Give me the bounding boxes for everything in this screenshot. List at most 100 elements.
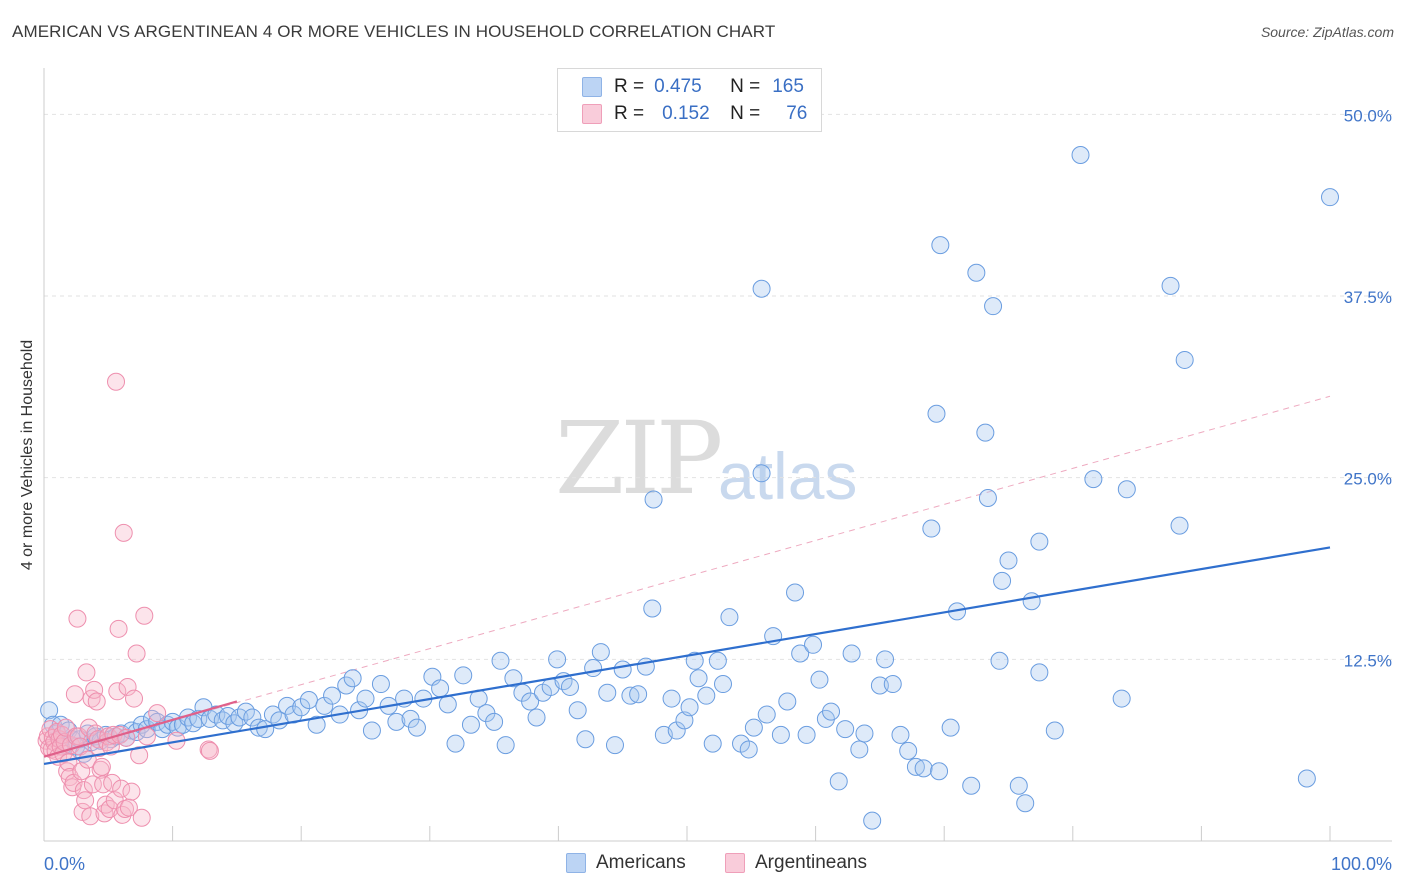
american-point	[771, 725, 790, 744]
bottom-legend-label-americans: Americans	[596, 852, 686, 873]
y-tick-label: 12.5%	[1344, 651, 1392, 670]
american-point	[1170, 516, 1189, 535]
argentinean-point	[83, 775, 102, 794]
argentinean-point	[85, 680, 104, 699]
y-tick-label: 37.5%	[1344, 288, 1392, 307]
argentinean-point	[119, 798, 138, 817]
american-point	[629, 685, 648, 704]
legend-r-label: R =	[614, 103, 645, 124]
american-point	[1084, 470, 1103, 489]
argentinean-point	[87, 692, 106, 711]
american-point	[927, 404, 946, 423]
american-point	[1030, 532, 1049, 551]
argentinean-point	[94, 775, 113, 794]
american-point	[605, 736, 624, 755]
american-point	[362, 721, 381, 740]
american-point	[1112, 689, 1131, 708]
american-point	[485, 712, 504, 731]
bottom-swatch-americans	[566, 853, 586, 873]
legend-r-value: 0.475	[654, 76, 702, 97]
american-point	[337, 676, 356, 695]
american-point	[931, 236, 950, 255]
argentinean-point	[130, 746, 149, 765]
american-point	[922, 519, 941, 538]
american-point	[1117, 480, 1136, 499]
argentinean-point	[81, 807, 100, 826]
american-point	[643, 599, 662, 618]
watermark-zip: ZIP	[555, 400, 723, 517]
stats-legend: R = 0.475 N = 165 R = 0.152 N = 76	[557, 68, 822, 132]
american-point	[576, 730, 595, 749]
american-point	[778, 692, 797, 711]
american-point	[876, 650, 895, 669]
american-point	[560, 677, 579, 696]
american-point	[548, 650, 567, 669]
argentinean-point	[91, 760, 110, 779]
american-point	[752, 279, 771, 298]
american-point	[644, 490, 663, 509]
american-point	[496, 736, 515, 755]
american-point	[461, 715, 480, 734]
x-tick-label-min: 0.0%	[44, 854, 85, 874]
american-point	[822, 702, 841, 721]
argentinean-point	[118, 677, 137, 696]
legend-n-value: 165	[772, 76, 804, 97]
american-point	[962, 776, 981, 795]
american-point	[906, 757, 925, 776]
american-point	[842, 644, 861, 663]
american-point	[891, 725, 910, 744]
argentinean-point	[112, 779, 131, 798]
y-tick-label: 50.0%	[1344, 106, 1392, 125]
american-point	[431, 679, 450, 698]
american-point	[680, 698, 699, 717]
argentinean-point	[65, 685, 84, 704]
american-point	[836, 720, 855, 739]
american-point	[438, 695, 457, 714]
american-point	[863, 811, 882, 830]
american-point	[1161, 276, 1180, 295]
american-point	[292, 698, 311, 717]
american-point	[689, 669, 708, 688]
american-point	[1022, 592, 1041, 611]
american-point	[315, 696, 334, 715]
source-label: Source: ZipAtlas.com	[1260, 24, 1394, 40]
argentineans-trend-line	[43, 700, 238, 758]
american-point	[613, 660, 632, 679]
american-point	[883, 675, 902, 694]
argentinean-point	[199, 740, 218, 759]
american-point	[870, 676, 889, 695]
argentinean-point	[109, 619, 128, 638]
argentinean-point	[103, 773, 122, 792]
american-point	[387, 712, 406, 731]
american-point	[454, 666, 473, 685]
american-point	[521, 692, 540, 711]
american-point	[598, 683, 617, 702]
y-tick-label: 25.0%	[1344, 470, 1392, 489]
american-point	[810, 670, 829, 689]
american-point	[739, 740, 758, 759]
legend-n-label: N =	[730, 103, 761, 124]
american-point	[976, 423, 995, 442]
american-point	[662, 689, 681, 708]
american-point	[218, 707, 237, 726]
american-point	[504, 669, 523, 688]
legend-n-label: N =	[730, 76, 761, 97]
american-point	[343, 669, 362, 688]
american-point	[757, 705, 776, 724]
american-point	[990, 651, 1009, 670]
legend-row-argentineans: R = 0.152 N = 76	[582, 102, 807, 126]
american-point	[829, 772, 848, 791]
american-point	[621, 686, 640, 705]
american-point	[850, 740, 869, 759]
american-point	[714, 675, 733, 694]
american-point	[371, 675, 390, 694]
american-point	[797, 725, 816, 744]
american-point	[786, 583, 805, 602]
legend-swatch-argentineans	[582, 104, 602, 124]
watermark-atlas: atlas	[718, 439, 858, 513]
american-point	[1071, 146, 1090, 165]
reference-dashed-line	[43, 395, 1331, 758]
american-point	[323, 686, 342, 705]
american-point	[703, 734, 722, 753]
argentinean-point	[72, 762, 91, 781]
